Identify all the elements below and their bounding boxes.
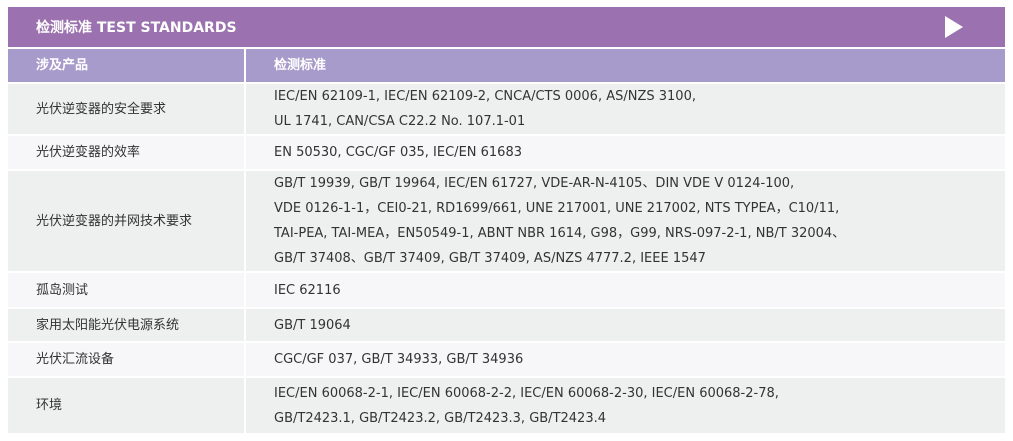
panel-title-bar: 检测标准 TEST STANDARDS bbox=[8, 7, 1005, 49]
standards-line: IEC/EN 60068-2-1, IEC/EN 60068-2-2, IEC/… bbox=[274, 385, 779, 401]
product-cell: 光伏逆变器的效率 bbox=[8, 135, 246, 171]
standards-line: CGC/GF 037, GB/T 34933, GB/T 34936 bbox=[274, 352, 524, 367]
product-cell: 光伏汇流设备 bbox=[8, 342, 246, 378]
product-cell: 环境 bbox=[8, 377, 246, 435]
table-header-row: 涉及产品 检测标准 bbox=[8, 49, 1005, 84]
standards-cell: IEC/EN 60068-2-1, IEC/EN 60068-2-2, IEC/… bbox=[245, 377, 1005, 435]
standards-line: IEC/EN 62109-1, IEC/EN 62109-2, CNCA/CTS… bbox=[274, 89, 696, 104]
standards-line: GB/T2423.1, GB/T2423.2, GB/T2423.3, GB/T… bbox=[274, 410, 606, 426]
header-standards: 检测标准 bbox=[245, 49, 1005, 84]
table-row: 环境 IEC/EN 60068-2-1, IEC/EN 60068-2-2, IE… bbox=[8, 377, 1005, 435]
table-row: 光伏逆变器的并网技术要求 GB/T 19939, GB/T 19964, IEC/… bbox=[8, 170, 1005, 273]
standards-table: 涉及产品 检测标准 光伏逆变器的安全要求 IEC/EN 62109-1, IEC/… bbox=[8, 49, 1005, 435]
standards-cell: IEC 62116 bbox=[245, 272, 1005, 309]
standards-line: IEC 62116 bbox=[274, 282, 341, 298]
standards-cell: GB/T 19064 bbox=[245, 308, 1005, 343]
product-cell: 光伏逆变器的并网技术要求 bbox=[8, 170, 246, 273]
table-row: 光伏逆变器的效率 EN 50530, CGC/GF 035, IEC/EN 616… bbox=[8, 135, 1005, 171]
standards-line: EN 50530, CGC/GF 035, IEC/EN 61683 bbox=[274, 145, 522, 160]
standards-line: TAI-PEA, TAI-MEA，EN50549-1, ABNT NBR 161… bbox=[274, 226, 846, 241]
table-row: 孤岛测试 IEC 62116 bbox=[8, 272, 1005, 309]
standards-line: GB/T 37408、GB/T 37409, GB/T 37409, AS/NZ… bbox=[274, 251, 706, 266]
standards-cell: CGC/GF 037, GB/T 34933, GB/T 34936 bbox=[245, 342, 1005, 378]
standards-line: GB/T 19939, GB/T 19964, IEC/EN 61727, VD… bbox=[274, 176, 795, 191]
product-cell: 光伏逆变器的安全要求 bbox=[8, 83, 246, 136]
test-standards-panel: 检测标准 TEST STANDARDS 涉及产品 检测标准 光伏逆变器的安全要求… bbox=[8, 7, 1005, 435]
triangle-right-icon[interactable] bbox=[945, 16, 963, 38]
standards-line: VDE 0126-1-1，CEI0-21, RD1699/661, UNE 21… bbox=[274, 201, 840, 216]
panel-title: 检测标准 TEST STANDARDS bbox=[36, 20, 237, 36]
standards-cell: IEC/EN 62109-1, IEC/EN 62109-2, CNCA/CTS… bbox=[245, 83, 1005, 136]
header-product: 涉及产品 bbox=[8, 49, 246, 84]
table-row: 光伏汇流设备 CGC/GF 037, GB/T 34933, GB/T 34936 bbox=[8, 342, 1005, 378]
table-row: 光伏逆变器的安全要求 IEC/EN 62109-1, IEC/EN 62109-2… bbox=[8, 83, 1005, 136]
standards-cell: GB/T 19939, GB/T 19964, IEC/EN 61727, VD… bbox=[245, 170, 1005, 273]
standards-cell: EN 50530, CGC/GF 035, IEC/EN 61683 bbox=[245, 135, 1005, 171]
standards-line: UL 1741, CAN/CSA C22.2 No. 107.1-01 bbox=[274, 114, 526, 129]
table-row: 家用太阳能光伏电源系统 GB/T 19064 bbox=[8, 308, 1005, 343]
standards-line: GB/T 19064 bbox=[274, 317, 351, 333]
product-cell: 孤岛测试 bbox=[8, 272, 246, 309]
product-cell: 家用太阳能光伏电源系统 bbox=[8, 308, 246, 343]
